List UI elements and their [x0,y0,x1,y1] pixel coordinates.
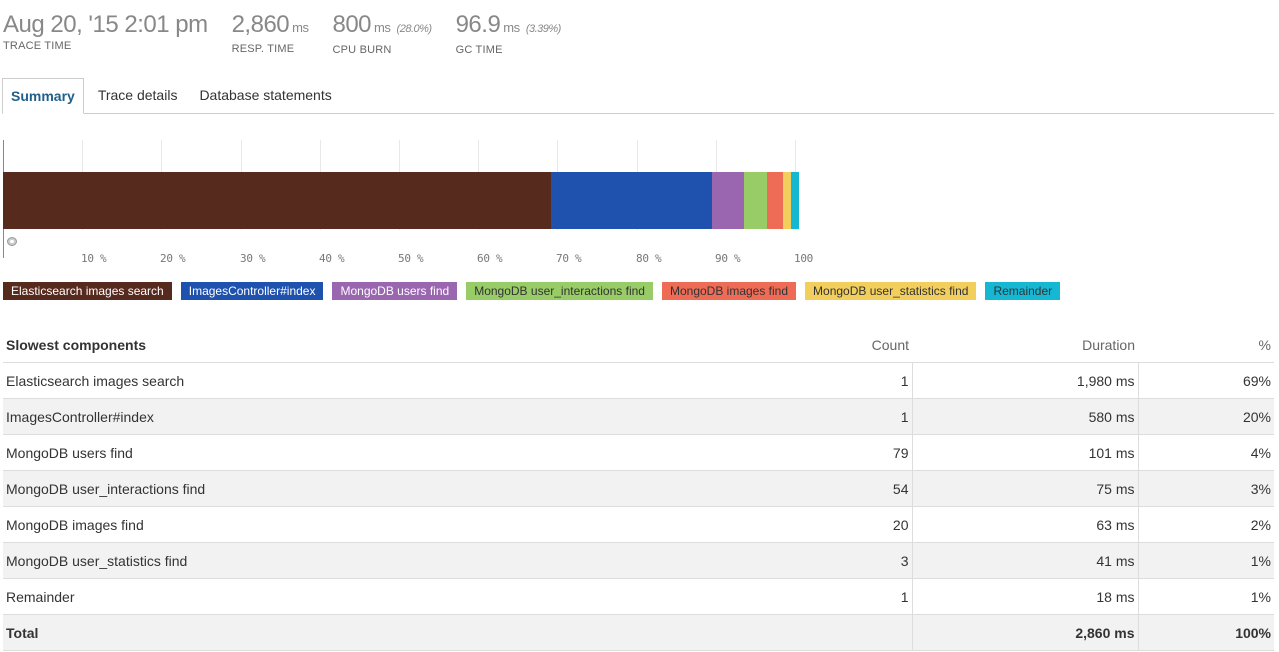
chart-x-tick-label: 40 % [319,252,345,265]
count-cell: 1 [776,578,913,615]
duration-cell: 75 ms [912,470,1139,507]
cpu-burn-metric: 800 ms (28.0%) CPU BURN [332,10,433,56]
slowest-components-table: Slowest components Count Duration % Elas… [3,327,1274,651]
trace-time-value: Aug 20, '15 2:01 pm [3,11,208,38]
cpu-burn-pct: (28.0%) [396,23,433,35]
legend-item[interactable]: Elasticsearch images search [3,282,172,300]
pct-cell: 2% [1138,506,1274,543]
trace-time-caption: TRACE TIME [3,40,72,52]
table-row[interactable]: ImagesController#index 1 580 ms 20% [3,398,1274,435]
component-name-cell: MongoDB users find [3,434,776,471]
component-name-cell: MongoDB images find [3,506,776,543]
trace-metrics: Aug 20, '15 2:01 pm TRACE TIME 2,860 ms R… [3,10,585,56]
count-cell: 3 [776,542,913,579]
table-row[interactable]: MongoDB users find 79 101 ms 4% [3,434,1274,471]
total-label-cell: Total [3,614,776,651]
tab-trace-details[interactable]: Trace details [97,87,178,103]
tab-database-statements[interactable]: Database statements [199,87,332,103]
component-name-cell: ImagesController#index [3,398,776,435]
chart-bar-segment[interactable] [551,172,712,229]
legend-item[interactable]: ImagesController#index [180,282,324,300]
chart-bar-segment[interactable] [783,172,792,229]
table-row[interactable]: Remainder 1 18 ms 1% [3,578,1274,615]
col-header-name: Slowest components [3,327,776,363]
table-row[interactable]: MongoDB user_statistics find 3 41 ms 1% [3,542,1274,579]
chart-x-tick-label: 100 [794,252,813,265]
col-header-count[interactable]: Count [776,327,912,363]
table-row[interactable]: Elasticsearch images search 1 1,980 ms 69% [3,362,1274,399]
pct-cell: 69% [1138,362,1274,399]
chart-x-tick-label: 90 % [715,252,741,265]
breakdown-chart: 10 % 20 % 30 % 40 % 50 % 60 % 70 % 80 % 90 % 100 [3,140,815,268]
chart-x-tick-label: 80 % [636,252,662,265]
legend-item[interactable]: MongoDB images find [661,282,797,300]
chart-x-tick-label: 60 % [477,252,503,265]
legend-item[interactable]: MongoDB user_interactions find [466,282,653,300]
cpu-burn-unit: ms [374,20,391,35]
col-header-pct[interactable]: % [1138,327,1274,363]
component-name-cell: Remainder [3,578,776,615]
chart-x-tick-label: 50 % [398,252,424,265]
pct-cell: 4% [1138,434,1274,471]
cpu-burn-caption: CPU BURN [332,44,392,56]
chart-x-tick-label: 30 % [240,252,266,265]
duration-cell: 1,980 ms [912,362,1139,399]
count-cell: 1 [776,362,913,399]
chart-bar-segment[interactable] [743,172,768,229]
chart-x-tick-label: 70 % [556,252,582,265]
chart-x-tick-label: 10 % [81,252,107,265]
table-row[interactable]: MongoDB user_interactions find 54 75 ms 3% [3,470,1274,507]
duration-cell: 63 ms [912,506,1139,543]
duration-cell: 101 ms [912,434,1139,471]
chart-bar-segment[interactable] [791,172,799,229]
legend-item[interactable]: MongoDB users find [332,282,458,300]
trace-time-metric: Aug 20, '15 2:01 pm TRACE TIME [3,10,208,56]
chart-zoom-handle[interactable] [7,237,17,246]
col-header-duration[interactable]: Duration [912,327,1138,363]
table-total-row: Total 2,860 ms 100% [3,614,1274,651]
resp-time-metric: 2,860 ms RESP. TIME [232,10,309,56]
pct-cell: 3% [1138,470,1274,507]
gc-time-caption: GC TIME [455,44,503,56]
total-duration-cell: 2,860 ms [912,614,1139,651]
count-cell: 20 [776,506,913,543]
duration-cell: 580 ms [912,398,1139,435]
resp-time-value: 2,860 [231,11,290,38]
legend-item[interactable]: MongoDB user_statistics find [805,282,977,300]
pct-cell: 1% [1138,578,1274,615]
legend-item[interactable]: Remainder [985,282,1061,300]
tab-summary[interactable]: Summary [2,78,84,114]
tab-bar: Summary Trace details Database statement… [2,78,1274,114]
resp-time-caption: RESP. TIME [231,43,295,55]
resp-time-unit: ms [292,20,309,35]
count-cell: 79 [776,434,913,471]
count-cell: 1 [776,398,913,435]
duration-cell: 41 ms [912,542,1139,579]
pct-cell: 20% [1138,398,1274,435]
cpu-burn-value: 800 [332,11,372,38]
chart-bar-segment[interactable] [767,172,784,229]
duration-cell: 18 ms [912,578,1139,615]
table-row[interactable]: MongoDB images find 20 63 ms 2% [3,506,1274,543]
total-pct-cell: 100% [1138,614,1274,651]
gc-time-unit: ms [503,20,520,35]
component-name-cell: MongoDB user_interactions find [3,470,776,507]
gc-time-metric: 96.9 ms (3.39%) GC TIME [455,10,562,56]
pct-cell: 1% [1138,542,1274,579]
chart-bar-segment[interactable] [3,172,552,229]
gc-time-value: 96.9 [455,11,501,38]
total-count-cell [776,614,913,651]
count-cell: 54 [776,470,913,507]
gc-time-pct: (3.39%) [525,23,562,35]
component-name-cell: Elasticsearch images search [3,362,776,399]
table-header-row: Slowest components Count Duration % [3,327,1274,363]
component-name-cell: MongoDB user_statistics find [3,542,776,579]
chart-bar-segment[interactable] [711,172,744,229]
chart-x-tick-label: 20 % [160,252,186,265]
chart-legend: Elasticsearch images search ImagesControl… [3,282,1069,300]
